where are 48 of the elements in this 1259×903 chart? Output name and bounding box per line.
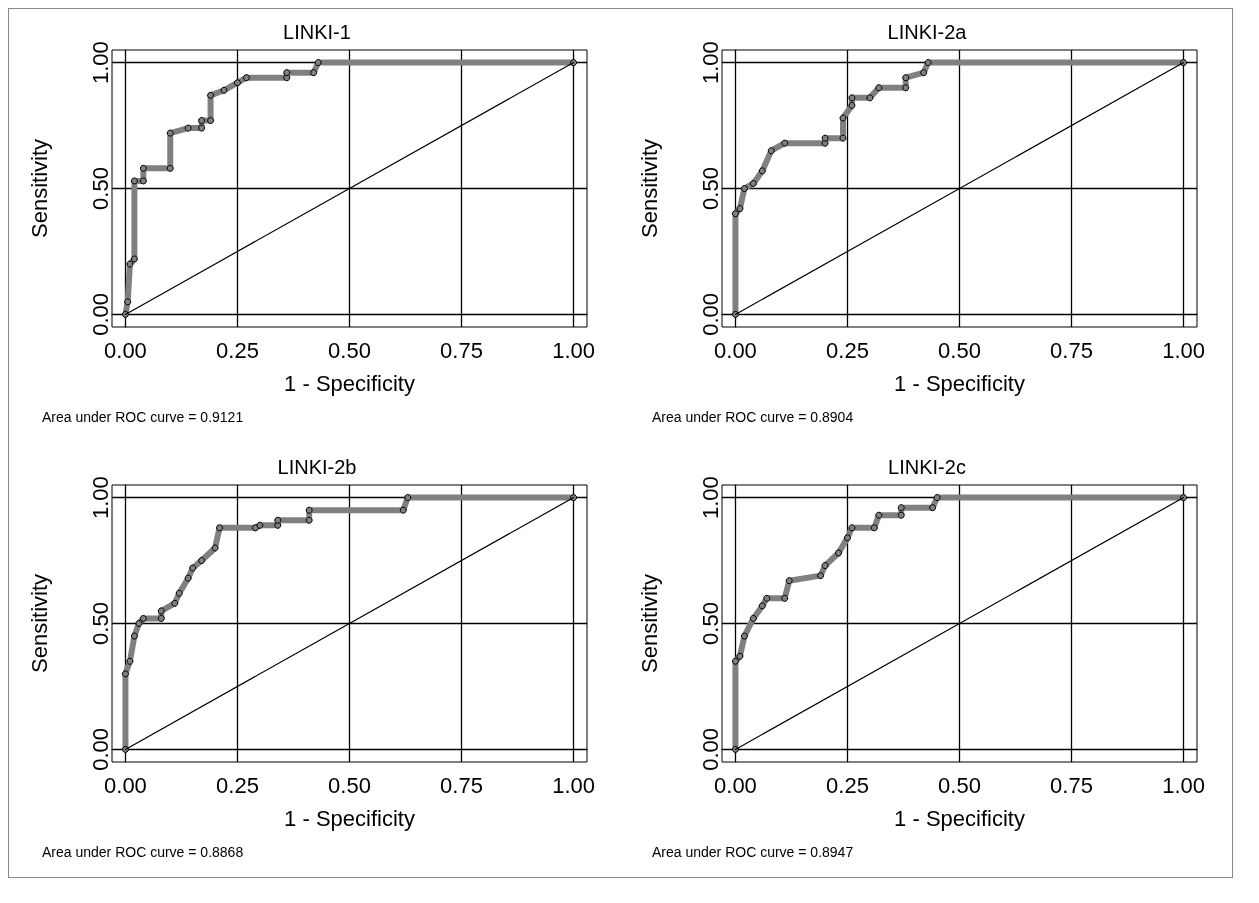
- x-tick-label: 0.75: [440, 337, 483, 363]
- x-tick-label: 1.00: [1162, 337, 1205, 363]
- x-tick-label: 0.00: [714, 337, 757, 363]
- x-tick-label: 0.25: [216, 772, 259, 798]
- y-tick-label: 1.00: [697, 41, 723, 84]
- x-tick-label: 0.25: [216, 337, 259, 363]
- x-axis-title: 1 - Specificity: [894, 805, 1025, 831]
- x-axis-title: 1 - Specificity: [894, 370, 1025, 396]
- x-tick-label: 0.75: [440, 772, 483, 798]
- x-tick-label: 0.25: [826, 772, 869, 798]
- text: Area under ROC curve = 0.8947: [652, 844, 854, 860]
- y-tick-label: 1.00: [697, 476, 723, 519]
- x-tick-label: 0.50: [328, 337, 371, 363]
- y-tick-label: 0.00: [697, 727, 723, 771]
- y-tick-label: 0.50: [697, 602, 723, 645]
- y-axis-title: Sensitivity: [26, 573, 52, 674]
- text: Area under ROC curve = 0.9121: [42, 409, 244, 425]
- x-axis-title: 1 - Specificity: [284, 805, 415, 831]
- y-tick-label: 0.00: [87, 293, 113, 336]
- text: Area under ROC curve = 0.8904: [652, 409, 854, 425]
- x-tick-label: 0.50: [938, 772, 981, 798]
- x-tick-label: 0.00: [104, 337, 147, 363]
- chart-title: LINKI-2c: [888, 456, 966, 478]
- x-tick-label: 0.75: [1050, 337, 1093, 363]
- y-tick-label: 1.00: [87, 41, 113, 84]
- chart-title: LINKI-1: [283, 21, 351, 43]
- text: Area under ROC curve = 0.8868: [42, 844, 244, 860]
- x-axis-title: 1 - Specificity: [284, 370, 415, 396]
- y-tick-label: 0.50: [87, 602, 113, 645]
- x-tick-label: 0.00: [714, 772, 757, 798]
- x-tick-label: 1.00: [552, 337, 595, 363]
- x-tick-label: 1.00: [1162, 772, 1205, 798]
- x-tick-label: 0.00: [104, 772, 147, 798]
- x-tick-label: 0.50: [328, 772, 371, 798]
- y-tick-label: 0.50: [697, 167, 723, 210]
- y-tick-label: 0.50: [87, 167, 113, 210]
- y-axis-title: Sensitivity: [636, 138, 662, 239]
- x-tick-label: 0.25: [826, 337, 869, 363]
- y-axis-title: Sensitivity: [636, 573, 662, 674]
- chart-title: LINKI-2a: [887, 21, 968, 43]
- x-tick-label: 1.00: [552, 772, 595, 798]
- x-tick-label: 0.75: [1050, 772, 1093, 798]
- y-tick-label: 1.00: [87, 476, 113, 519]
- y-axis-title: Sensitivity: [26, 138, 52, 239]
- x-tick-label: 0.50: [938, 337, 981, 363]
- y-tick-label: 0.00: [87, 727, 113, 771]
- chart-title: LINKI-2b: [277, 456, 357, 478]
- y-tick-label: 0.00: [697, 293, 723, 336]
